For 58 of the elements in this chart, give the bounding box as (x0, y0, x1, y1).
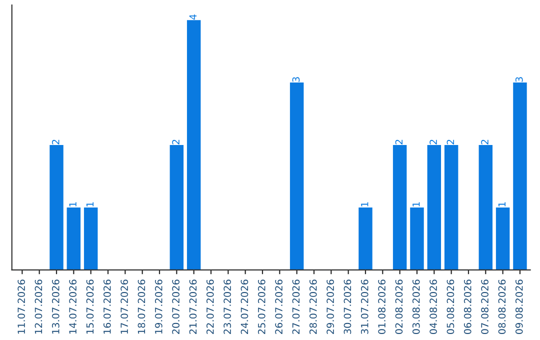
x-tick-label: 23.07.2026 (224, 280, 231, 334)
bar (170, 145, 184, 270)
data-label: 1 (86, 202, 94, 206)
x-tick-label: 07.08.2026 (481, 280, 488, 334)
x-tick-label: 08.08.2026 (498, 280, 506, 334)
bar (427, 145, 442, 270)
x-tick-label: 05.08.2026 (446, 280, 454, 334)
x-tick-label: 11.07.2026 (18, 280, 25, 334)
bar (444, 145, 458, 270)
x-tick-label: 14.07.2026 (69, 280, 76, 334)
x-tick-label: 04.08.2026 (430, 280, 437, 334)
x-tick-label: 22.07.2026 (206, 280, 214, 334)
x-tick-label: 06.08.2026 (464, 280, 472, 334)
data-label: 1 (412, 202, 420, 206)
x-tick-label: 31.07.2026 (360, 280, 368, 334)
data-label: 2 (430, 140, 437, 144)
bar (392, 145, 407, 270)
bar (84, 207, 98, 270)
x-tick-label: 18.07.2026 (138, 280, 146, 334)
x-tick-label: 19.07.2026 (154, 280, 162, 334)
data-label: 2 (395, 140, 403, 144)
data-label: 2 (52, 140, 60, 144)
bar (496, 207, 510, 270)
x-tick-label: 28.07.2026 (309, 280, 317, 334)
bar (66, 207, 81, 270)
data-label: 2 (481, 140, 488, 144)
x-tick-label: 15.07.2026 (86, 280, 94, 334)
x-tick-label: 09.08.2026 (515, 280, 523, 334)
x-tick-label: 17.07.2026 (120, 280, 128, 334)
data-label: 1 (69, 202, 76, 206)
data-label: 3 (292, 77, 300, 82)
x-tick-label: 02.08.2026 (395, 280, 403, 334)
x-tick-label: 25.07.2026 (258, 280, 266, 334)
data-label: 2 (172, 140, 180, 144)
x-tick-label: 30.07.2026 (344, 280, 352, 334)
x-tick-label: 16.07.2026 (103, 280, 111, 334)
x-tick-label: 12.07.2026 (34, 280, 42, 334)
data-label: 2 (446, 140, 454, 144)
x-tick-label: 01.08.2026 (378, 280, 386, 334)
x-tick-label: 21.07.2026 (189, 280, 197, 334)
x-tick-label: 27.07.2026 (292, 280, 300, 334)
x-tick-label: 29.07.2026 (326, 280, 334, 334)
data-label: 4 (189, 14, 197, 20)
bar (410, 207, 424, 270)
x-tick-label: 20.07.2026 (172, 280, 180, 334)
bar (513, 82, 527, 270)
data-label: 3 (515, 77, 523, 82)
bar (50, 145, 64, 270)
x-tick-label: 03.08.2026 (412, 280, 420, 334)
data-label: 1 (361, 202, 368, 206)
x-tick-label: 24.07.2026 (240, 280, 248, 334)
data-label: 1 (498, 202, 506, 206)
x-tick-label: 13.07.2026 (52, 280, 60, 334)
bar (186, 20, 201, 270)
x-tick-label: 26.07.2026 (275, 280, 282, 334)
bar (290, 82, 304, 270)
bar (358, 207, 372, 270)
bar (478, 145, 493, 270)
